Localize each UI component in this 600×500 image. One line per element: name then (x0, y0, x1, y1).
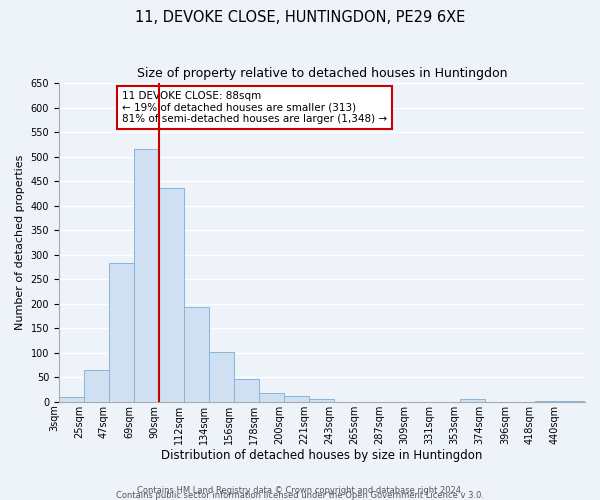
Bar (460, 400, 485, 402)
Bar (284, 396, 310, 402)
Y-axis label: Number of detached properties: Number of detached properties (15, 154, 25, 330)
Text: Contains HM Land Registry data © Crown copyright and database right 2024.: Contains HM Land Registry data © Crown c… (137, 486, 463, 495)
Bar (109, 263, 134, 402)
Bar (234, 378, 259, 402)
Bar (84, 370, 109, 402)
Text: 11 DEVOKE CLOSE: 88sqm
← 19% of detached houses are smaller (313)
81% of semi-de: 11 DEVOKE CLOSE: 88sqm ← 19% of detached… (122, 91, 387, 124)
X-axis label: Distribution of detached houses by size in Huntingdon: Distribution of detached houses by size … (161, 450, 482, 462)
Bar (59, 397, 84, 402)
Bar (259, 393, 284, 402)
Bar (535, 401, 560, 402)
Bar (184, 307, 209, 402)
Text: 11, DEVOKE CLOSE, HUNTINGDON, PE29 6XE: 11, DEVOKE CLOSE, HUNTINGDON, PE29 6XE (135, 10, 465, 25)
Bar (560, 401, 585, 402)
Bar (159, 188, 184, 402)
Text: Contains public sector information licensed under the Open Government Licence v : Contains public sector information licen… (116, 491, 484, 500)
Bar (310, 400, 334, 402)
Bar (134, 150, 159, 402)
Title: Size of property relative to detached houses in Huntingdon: Size of property relative to detached ho… (137, 68, 507, 80)
Bar (209, 352, 234, 402)
